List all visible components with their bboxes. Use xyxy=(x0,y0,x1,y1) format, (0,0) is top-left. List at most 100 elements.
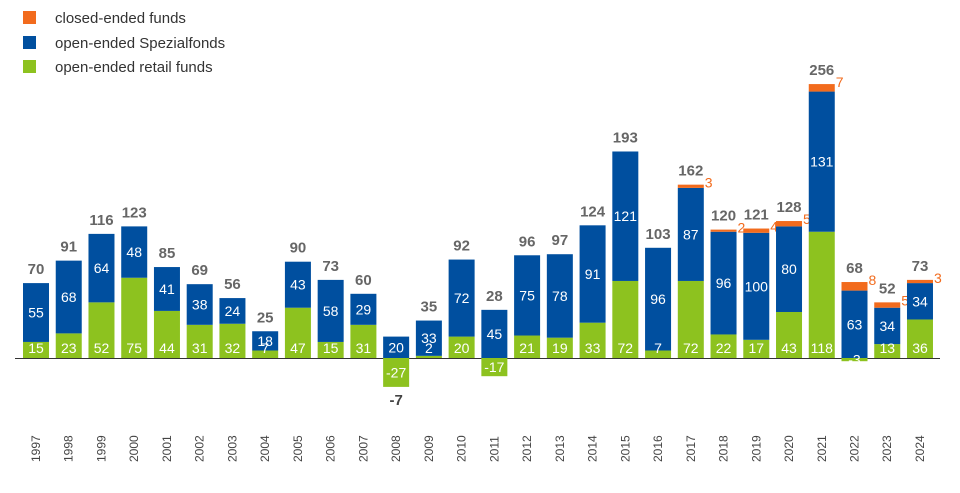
x-tick-label-2007: 2007 xyxy=(356,435,370,462)
bar-spezial-2002 xyxy=(186,284,213,325)
bar-retail-2005 xyxy=(284,307,311,358)
label-total-2007: 60 xyxy=(355,272,372,289)
label-spezial-2022: 63 xyxy=(847,316,863,332)
bar-closed-2022 xyxy=(841,282,868,291)
bar-retail-2024 xyxy=(906,319,933,358)
label-retail-2018: 22 xyxy=(716,340,732,356)
label-closed-2020: 5 xyxy=(803,211,811,227)
label-spezial-2003: 24 xyxy=(225,303,241,319)
label-total-2013: 97 xyxy=(551,232,568,249)
label-spezial-2008: 20 xyxy=(388,339,404,355)
x-tick-label-2004: 2004 xyxy=(258,435,272,462)
label-retail-2002: 31 xyxy=(192,340,208,356)
label-total-2021: 256 xyxy=(809,62,834,79)
bar-spezial-2020 xyxy=(776,226,803,312)
x-tick-label-2003: 2003 xyxy=(225,435,239,462)
x-tick-label-2023: 2023 xyxy=(880,435,894,462)
bar-retail-2008 xyxy=(383,358,410,387)
bar-closed-2019 xyxy=(743,228,770,233)
label-retail-2005: 47 xyxy=(290,340,306,356)
label-total-2004: 25 xyxy=(257,309,274,326)
label-total-2015: 193 xyxy=(613,129,638,146)
bar-spezial-1999 xyxy=(88,233,115,303)
label-total-2022: 68 xyxy=(846,260,863,277)
label-spezial-2018: 96 xyxy=(716,275,732,291)
bar-closed-2017 xyxy=(677,184,704,188)
label-retail-2020: 43 xyxy=(781,340,797,356)
label-spezial-1997: 55 xyxy=(28,305,44,321)
label-total-2002: 69 xyxy=(191,262,208,279)
label-closed-2018: 2 xyxy=(738,220,746,236)
label-closed-2023: 5 xyxy=(901,292,909,308)
bar-retail-2018 xyxy=(710,334,737,358)
bar-spezial-2013 xyxy=(546,254,573,338)
label-spezial-2017: 87 xyxy=(683,226,699,242)
label-retail-2003: 32 xyxy=(225,340,241,356)
label-total-1997: 70 xyxy=(28,261,45,278)
bar-retail-2020 xyxy=(776,311,803,358)
label-retail-2014: 33 xyxy=(585,340,601,356)
x-tick-label-2015: 2015 xyxy=(618,435,632,462)
bar-spezial-2006 xyxy=(317,279,344,342)
label-total-2019: 121 xyxy=(744,207,769,224)
bar-retail-2019 xyxy=(743,339,770,358)
x-tick-label-1998: 1998 xyxy=(62,435,76,462)
label-retail-2016: 7 xyxy=(654,340,662,356)
label-retail-2021: 118 xyxy=(811,340,834,356)
bar-retail-2011 xyxy=(481,358,508,377)
bar-retail-2001 xyxy=(153,310,180,358)
bar-closed-2021 xyxy=(808,84,835,92)
label-total-2016: 103 xyxy=(646,226,671,243)
bar-spezial-2016 xyxy=(645,247,672,351)
label-spezial-2021: 131 xyxy=(810,154,834,170)
legend: closed-ended funds open-ended Spezialfon… xyxy=(23,10,225,76)
label-total-2009: 35 xyxy=(421,299,438,316)
legend-swatch-closed xyxy=(23,11,36,24)
label-spezial-1999: 64 xyxy=(94,260,110,276)
x-tick-label-2011: 2011 xyxy=(487,436,501,462)
bar-closed-2024 xyxy=(906,279,933,284)
label-retail-2017: 72 xyxy=(683,340,699,356)
legend-item-spezialfonds: open-ended Spezialfonds xyxy=(23,35,225,52)
label-total-2008: -7 xyxy=(389,392,402,409)
label-retail-2011: -17 xyxy=(484,359,504,375)
label-retail-2009: 2 xyxy=(425,340,433,356)
label-retail-2013: 19 xyxy=(552,340,568,356)
bar-spezial-2010 xyxy=(448,259,475,337)
bar-retail-2012 xyxy=(514,335,541,358)
label-total-2011: 28 xyxy=(486,288,503,305)
x-tick-label-2002: 2002 xyxy=(193,435,207,462)
x-tick-label-2021: 2021 xyxy=(815,435,829,462)
bar-retail-2002 xyxy=(186,324,213,358)
bar-retail-2009 xyxy=(415,355,442,358)
label-spezial-2006: 58 xyxy=(323,303,339,319)
bar-spezial-2017 xyxy=(677,187,704,281)
bar-closed-2023 xyxy=(874,302,901,308)
label-spezial-2004: 18 xyxy=(257,333,273,349)
label-closed-2024: 3 xyxy=(934,270,942,286)
bar-retail-1997 xyxy=(23,341,49,358)
label-total-2024: 73 xyxy=(912,258,929,275)
label-spezial-2012: 75 xyxy=(519,287,535,303)
bar-spezial-2021 xyxy=(808,91,835,232)
x-tick-label-2018: 2018 xyxy=(717,435,731,462)
label-spezial-2007: 29 xyxy=(356,301,372,317)
x-tick-label-2005: 2005 xyxy=(291,435,305,462)
x-tick-label-2006: 2006 xyxy=(324,435,338,462)
label-spezial-2016: 96 xyxy=(650,291,666,307)
x-tick-label-2010: 2010 xyxy=(455,435,469,462)
label-closed-2021: 7 xyxy=(836,74,844,90)
bar-retail-2023 xyxy=(874,344,901,358)
x-tick-label-2020: 2020 xyxy=(782,435,796,462)
bar-closed-2018 xyxy=(710,229,737,232)
label-total-2006: 73 xyxy=(322,258,339,275)
label-retail-2015: 72 xyxy=(618,340,634,356)
bar-spezial-2001 xyxy=(153,267,180,311)
label-spezial-2002: 38 xyxy=(192,297,208,313)
label-spezial-2014: 91 xyxy=(585,266,601,282)
label-spezial-2010: 72 xyxy=(454,290,470,306)
label-retail-2000: 75 xyxy=(126,340,142,356)
bar-retail-2022 xyxy=(841,358,868,362)
label-closed-2022: 8 xyxy=(869,272,877,288)
